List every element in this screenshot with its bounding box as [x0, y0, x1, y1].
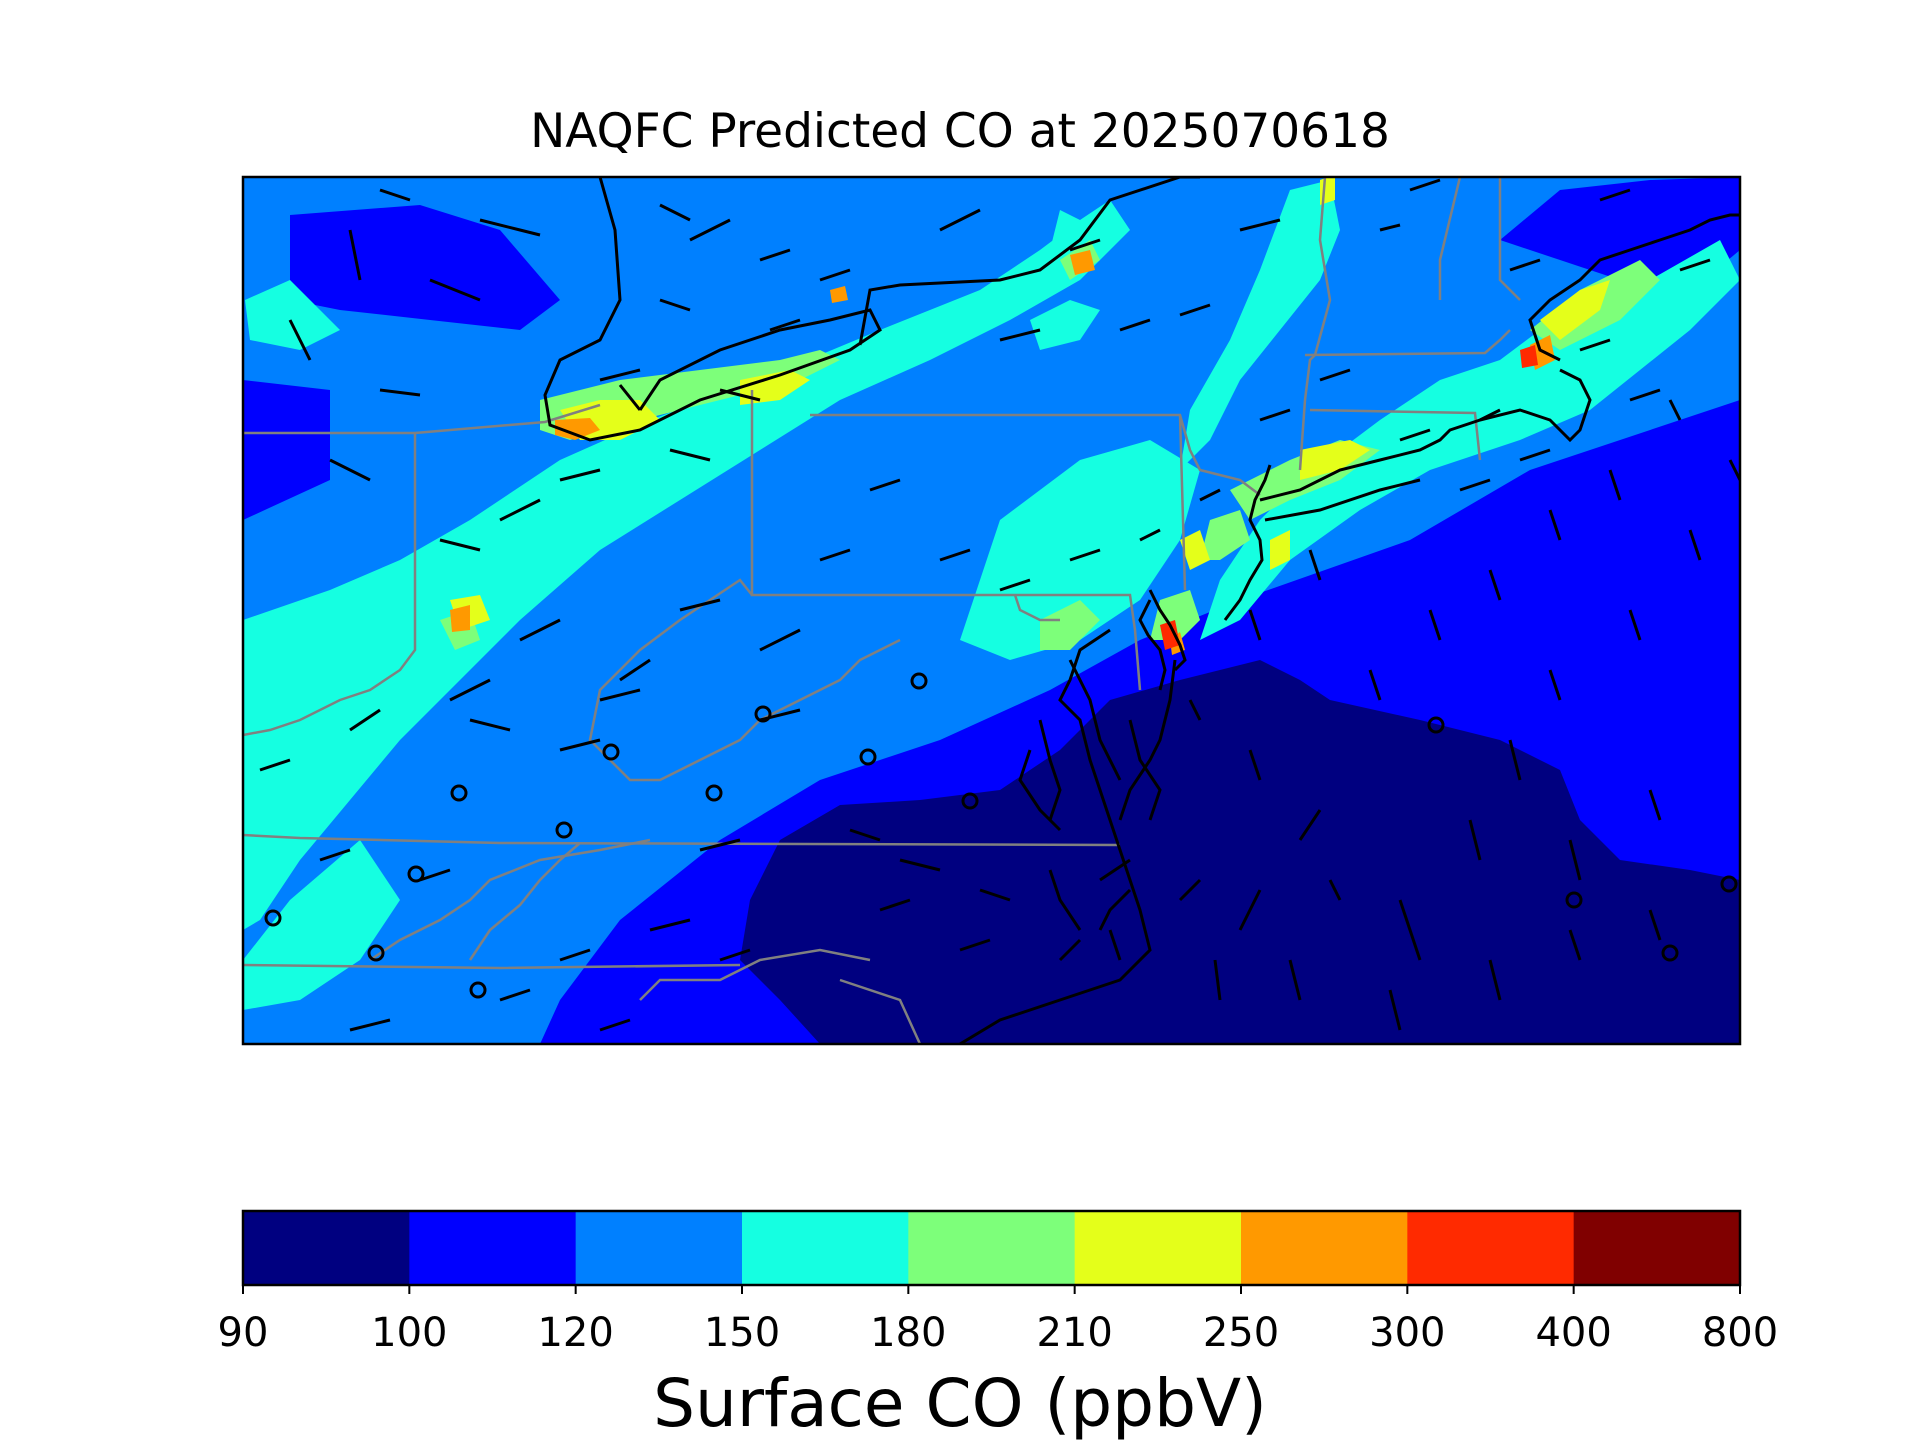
colorbar-ticks	[242, 1285, 1741, 1294]
coastlines	[543, 177, 1740, 1044]
co-field-300-400	[1160, 345, 1538, 650]
colorbar-bin	[575, 1211, 743, 1285]
chart-title: NAQFC Predicted CO at 2025070618	[530, 104, 1390, 159]
colorbar-tick-label: 400	[1535, 1310, 1612, 1356]
colorbar-tick-label: 120	[537, 1310, 614, 1356]
wind-barbs	[259, 178, 1740, 1032]
colorbar-bin	[243, 1211, 410, 1285]
colorbar-bin	[1573, 1211, 1741, 1285]
colorbar-bin	[1241, 1211, 1408, 1285]
map-frame	[241, 175, 1742, 1046]
colorbar-frame	[241, 1209, 1742, 1287]
colorbar-bin	[1407, 1211, 1575, 1285]
colorbar-tick-label: 250	[1202, 1310, 1280, 1356]
colorbar-bin	[908, 1211, 1076, 1285]
colorbar-bin	[742, 1211, 909, 1285]
colorbar-tick-label: 100	[371, 1310, 448, 1356]
colorbar-bins	[243, 1211, 1741, 1285]
state-borders	[243, 177, 1521, 1044]
colorbar-label: Surface CO (ppbV)	[653, 1365, 1267, 1442]
colorbar-tick-label: 210	[1036, 1310, 1113, 1356]
colorbar-tick-label: 800	[1701, 1310, 1779, 1356]
co-field-150-180	[243, 180, 1740, 1010]
colorbar-tick-label: 300	[1369, 1310, 1446, 1356]
colorbar-tick-label: 180	[870, 1310, 947, 1356]
colorbar-tick-label: 150	[703, 1310, 781, 1356]
calm-wind-markers	[264, 672, 1738, 999]
colorbar-bin	[1074, 1211, 1242, 1285]
colorbar-tick-label: 90	[217, 1310, 269, 1356]
colorbar-bin	[409, 1211, 577, 1285]
co-field-90-100	[740, 660, 1740, 1044]
